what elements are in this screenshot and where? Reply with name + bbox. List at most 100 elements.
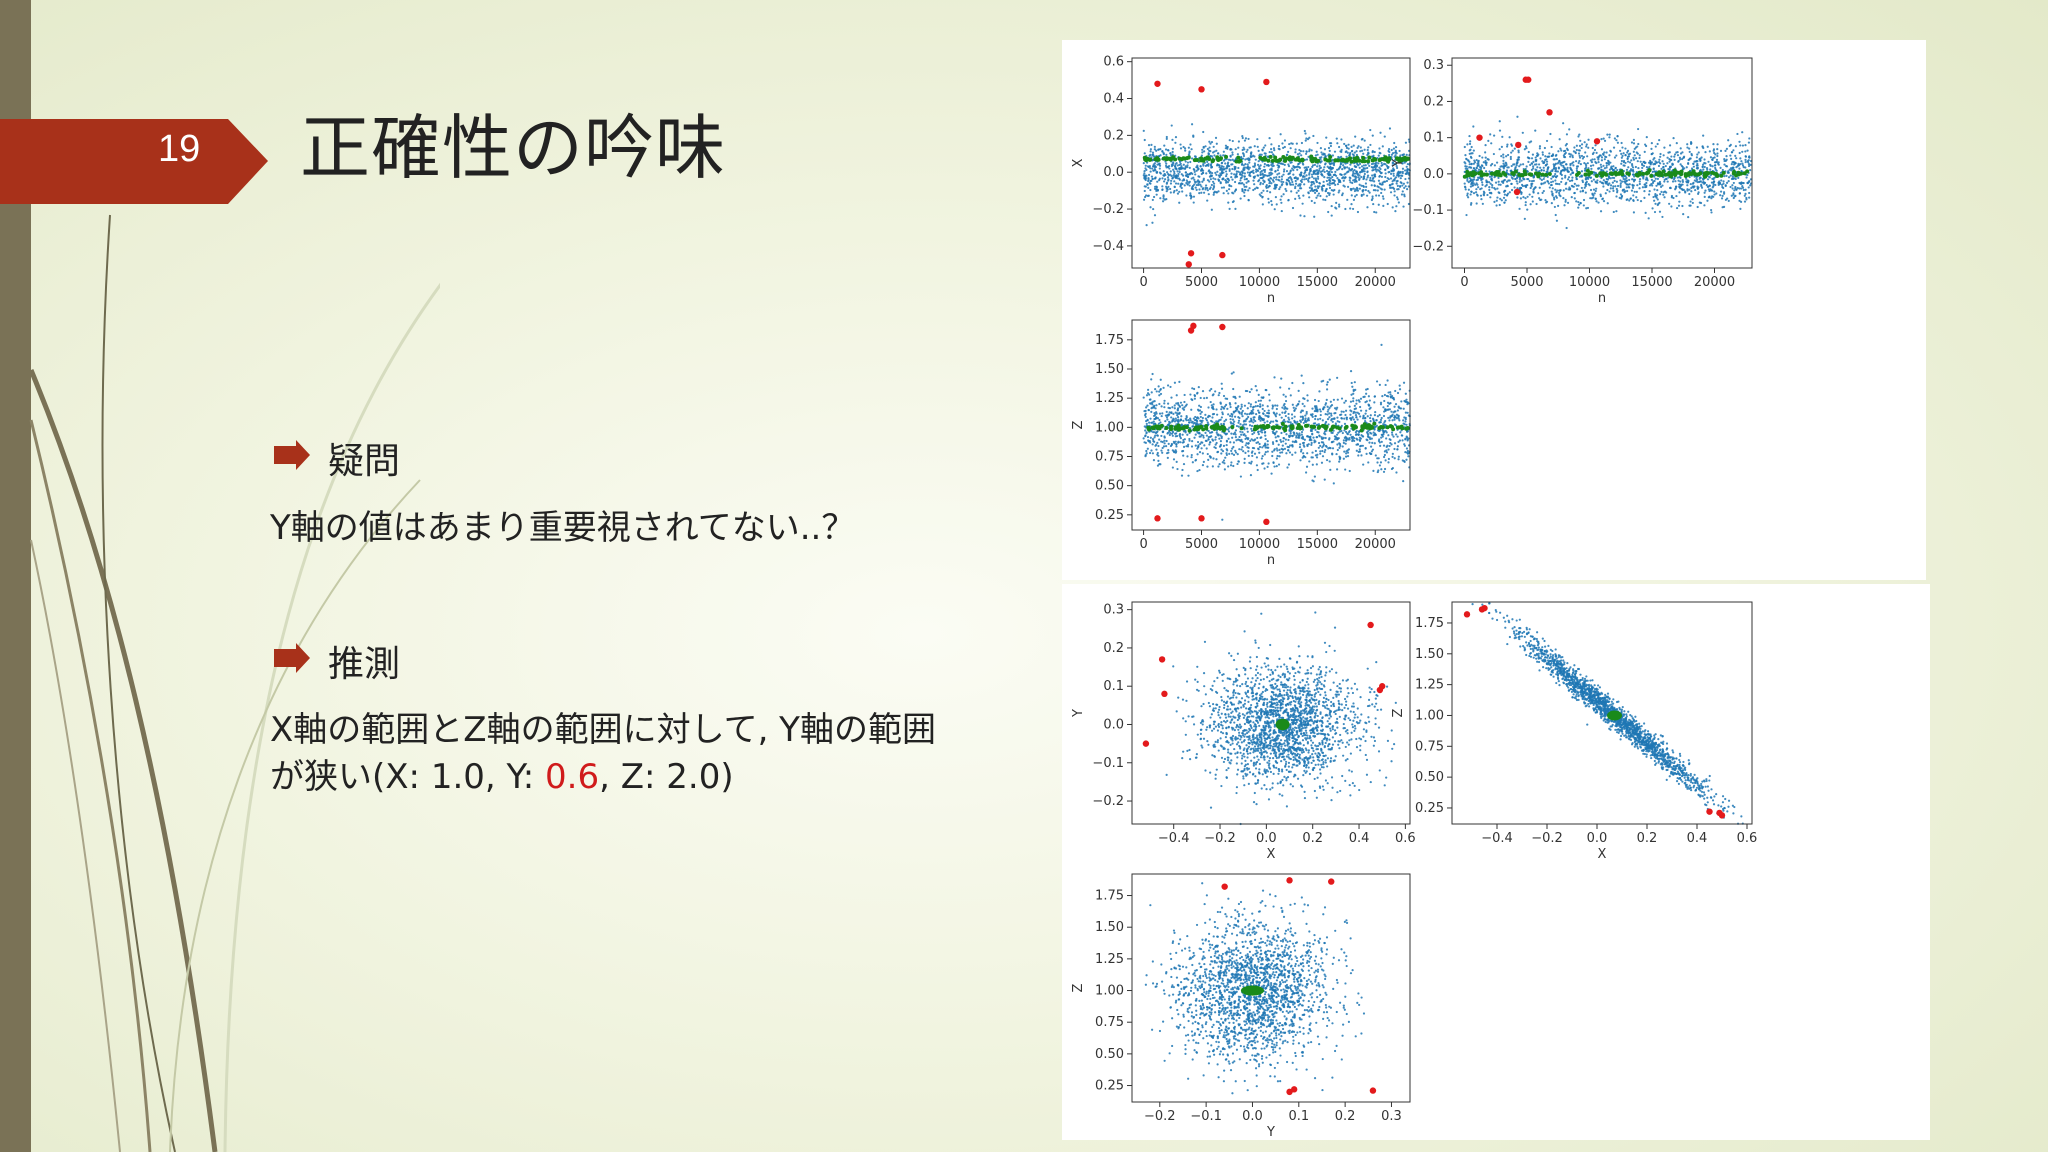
point-main bbox=[1267, 178, 1270, 181]
point-main bbox=[1516, 158, 1519, 161]
point-main bbox=[1467, 159, 1470, 162]
point-main bbox=[1358, 166, 1361, 169]
x-tick-label: 0 bbox=[1460, 275, 1468, 290]
point-main bbox=[1749, 184, 1752, 187]
point-main bbox=[1662, 193, 1665, 196]
point-main bbox=[1696, 205, 1699, 209]
point-main bbox=[1645, 144, 1648, 148]
point-main bbox=[1389, 393, 1392, 396]
point-main bbox=[1561, 177, 1564, 180]
point-main bbox=[1194, 186, 1197, 189]
point-main bbox=[1239, 197, 1242, 200]
point-center bbox=[1355, 155, 1360, 160]
point-main bbox=[1570, 179, 1574, 182]
point-main bbox=[1206, 189, 1209, 192]
point-main bbox=[1636, 184, 1639, 187]
point-main bbox=[1331, 182, 1334, 185]
point-center bbox=[1218, 157, 1223, 162]
point-main bbox=[1324, 189, 1327, 193]
point-main bbox=[1257, 409, 1260, 412]
point-main bbox=[1577, 206, 1580, 209]
point-main bbox=[1261, 182, 1265, 185]
point-main bbox=[1270, 177, 1273, 180]
point-main bbox=[1401, 190, 1404, 193]
point-main bbox=[1735, 157, 1738, 160]
point-main bbox=[1150, 378, 1153, 381]
point-main bbox=[1152, 169, 1155, 172]
point-main bbox=[1596, 156, 1599, 159]
point-main bbox=[1350, 194, 1353, 197]
point-main bbox=[1498, 120, 1501, 123]
point-main bbox=[1302, 163, 1305, 166]
point-main bbox=[1356, 418, 1359, 421]
point-main bbox=[1632, 194, 1635, 197]
point-main bbox=[1303, 438, 1306, 441]
point-main bbox=[1264, 451, 1267, 454]
point-main bbox=[1388, 419, 1391, 422]
point-main bbox=[1369, 420, 1372, 423]
point-main bbox=[1178, 412, 1181, 415]
point-main bbox=[1371, 134, 1374, 137]
point-main bbox=[1737, 164, 1740, 167]
point-main bbox=[1317, 192, 1321, 195]
point-main bbox=[1208, 175, 1212, 178]
point-main bbox=[1602, 164, 1605, 167]
point-main bbox=[1656, 198, 1659, 201]
point-main bbox=[1355, 165, 1358, 168]
point-main bbox=[1302, 194, 1305, 197]
point-main bbox=[1475, 166, 1478, 169]
point-main bbox=[1721, 194, 1724, 197]
point-main bbox=[1503, 201, 1506, 204]
point-main bbox=[1624, 147, 1627, 150]
point-main bbox=[1179, 185, 1182, 188]
point-main bbox=[1391, 164, 1394, 167]
point-main bbox=[1594, 171, 1597, 174]
point-main bbox=[1358, 183, 1361, 186]
point-main bbox=[1526, 177, 1529, 181]
point-main bbox=[1199, 442, 1202, 446]
point-main bbox=[1619, 179, 1622, 182]
point-main bbox=[1151, 151, 1155, 154]
point-main bbox=[1179, 166, 1182, 170]
point-main bbox=[1229, 155, 1232, 158]
point-main bbox=[1328, 192, 1331, 195]
point-main bbox=[1541, 160, 1544, 163]
point-main bbox=[1735, 188, 1738, 191]
point-main bbox=[1159, 378, 1162, 381]
point-main bbox=[1184, 160, 1187, 163]
point-main bbox=[1639, 160, 1642, 163]
point-main bbox=[1348, 469, 1351, 473]
point-main bbox=[1374, 454, 1377, 457]
point-main bbox=[1589, 164, 1593, 167]
point-main bbox=[1184, 171, 1187, 174]
point-main bbox=[1327, 210, 1330, 214]
point-main bbox=[1282, 436, 1285, 440]
point-main bbox=[1237, 419, 1241, 422]
point-main bbox=[1529, 203, 1532, 206]
point-main bbox=[1637, 127, 1640, 131]
point-main bbox=[1169, 173, 1172, 176]
point-main bbox=[1401, 184, 1404, 187]
point-main bbox=[1244, 158, 1247, 161]
point-main bbox=[1266, 189, 1269, 193]
point-main bbox=[1224, 162, 1227, 165]
point-main bbox=[1493, 134, 1496, 137]
point-main bbox=[1220, 161, 1224, 164]
point-main bbox=[1161, 451, 1164, 454]
point-main bbox=[1337, 145, 1341, 149]
point-main bbox=[1224, 144, 1228, 147]
point-main bbox=[1594, 189, 1597, 193]
point-main bbox=[1675, 142, 1678, 145]
point-main bbox=[1572, 161, 1575, 164]
point-main bbox=[1725, 181, 1729, 184]
point-main bbox=[1178, 170, 1181, 174]
point-main bbox=[1518, 165, 1521, 168]
point-main bbox=[1530, 157, 1534, 160]
point-main bbox=[1365, 194, 1369, 197]
point-main bbox=[1381, 181, 1384, 184]
point-main bbox=[1149, 170, 1152, 173]
point-main bbox=[1244, 444, 1247, 447]
point-main bbox=[1655, 184, 1658, 187]
point-center bbox=[1260, 156, 1265, 161]
point-main bbox=[1346, 166, 1349, 169]
